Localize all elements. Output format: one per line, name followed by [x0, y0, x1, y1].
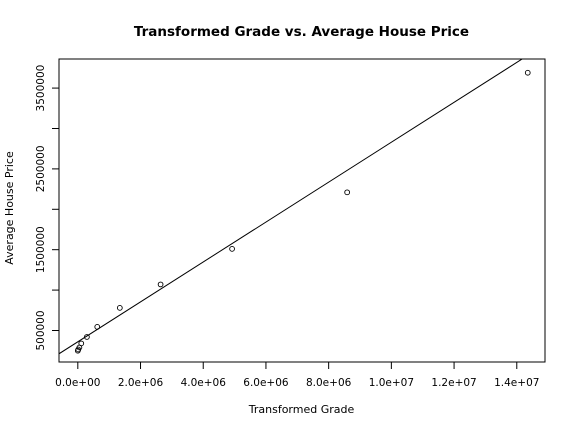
x-tick-label: 1.2e+07: [431, 377, 476, 389]
data-point: [157, 281, 164, 288]
x-tick-label: 8.0e+06: [306, 377, 352, 389]
data-points: [74, 69, 531, 354]
data-point: [116, 305, 123, 311]
data-point: [524, 69, 531, 76]
x-tick-label: 1.4e+07: [494, 377, 539, 389]
y-tick-label: 2500000: [35, 146, 47, 193]
data-point: [84, 334, 90, 340]
x-tick-label: 2.0e+06: [118, 377, 164, 389]
data-point: [344, 189, 351, 196]
x-tick-label: 6.0e+06: [243, 377, 289, 389]
chart-title: Transformed Grade vs. Average House Pric…: [134, 24, 469, 40]
plot-frame: [58, 58, 546, 363]
x-tick-label: 1.0e+07: [369, 377, 414, 389]
x-tick-label: 0.0e+00: [55, 377, 100, 389]
x-axis: 0.0e+00 2.0e+06 4.0e+06 6.0e+06 8.0e+06 1.0e+…: [55, 361, 539, 389]
regression-line: [59, 59, 524, 355]
x-tick-label: 4.0e+06: [181, 377, 227, 389]
data-point: [94, 324, 101, 330]
y-axis-label: Average House Price: [3, 151, 16, 265]
y-axis: 500000 1500000 2500000 3500000: [35, 65, 60, 351]
y-tick-label: 500000: [35, 310, 47, 350]
y-tick-label: 3500000: [35, 65, 47, 112]
data-point: [229, 246, 235, 252]
data-point: [78, 340, 85, 347]
x-axis-label: Transformed Grade: [248, 403, 355, 416]
y-tick-label: 1500000: [35, 226, 47, 273]
